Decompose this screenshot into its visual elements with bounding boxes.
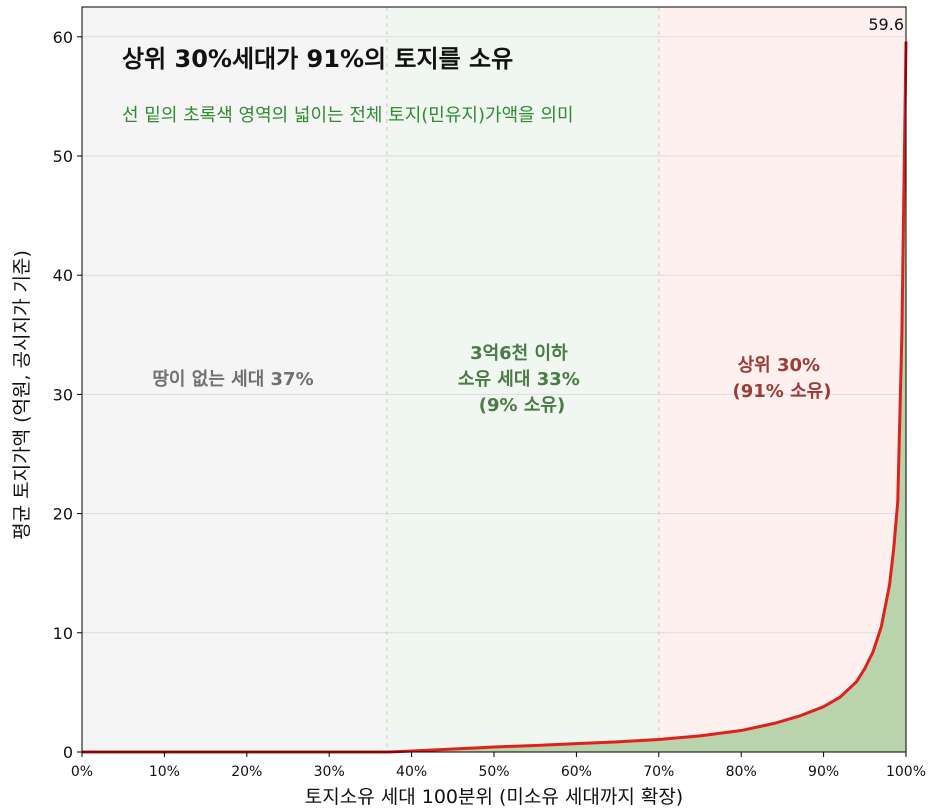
land-value-line	[82, 41, 908, 754]
x-tick-label-20: 20%	[231, 764, 262, 780]
region-bg-2	[658, 7, 906, 752]
region-label-middle-line1: 3억6천 이하	[470, 343, 568, 364]
y-tick-label-40: 40	[53, 266, 73, 285]
x-tick-label-60: 60%	[561, 764, 592, 780]
region-label-no-land: 땅이 없는 세대 37%	[152, 369, 313, 390]
region-label-top-line2: (91% 소유)	[733, 381, 832, 402]
region-label-middle-line2: 소유 세대 33%	[458, 369, 580, 390]
x-tick-label-100: 100%	[886, 764, 926, 780]
x-tick-label-10: 10%	[149, 764, 180, 780]
x-tick-label-90: 90%	[808, 764, 839, 780]
region-label-top-line1: 상위 30%	[738, 355, 820, 376]
region-label-middle: 3억6천 이하 소유 세대 33% (9% 소유)	[458, 343, 586, 416]
chart-subtitle: 선 밑의 초록색 영역의 넓이는 전체 토지(민유지)가액을 의미	[122, 105, 574, 126]
y-tick-label-0: 0	[63, 743, 73, 762]
gridlines	[82, 36, 906, 634]
y-tick-label-50: 50	[53, 147, 73, 166]
x-axis-label: 토지소유 세대 100분위 (미소유 세대까지 확장)	[305, 786, 683, 808]
y-tick-label-60: 60	[53, 28, 73, 47]
region-label-middle-line3: (9% 소유)	[479, 395, 565, 416]
y-tick-label-10: 10	[53, 624, 73, 643]
x-axis-ticks: 0% 10% 20% 30% 40% 50% 60% 70% 80% 90% 100%	[71, 752, 926, 780]
x-tick-label-40: 40%	[396, 764, 427, 780]
region-bg-1	[386, 7, 659, 752]
y-axis-ticks: 0 10 20 30 40 50 60	[53, 28, 82, 762]
x-tick-label-30: 30%	[314, 764, 345, 780]
x-tick-label-70: 70%	[643, 764, 674, 780]
y-axis-label: 평균 토지가액 (억원, 공시지가 기준)	[11, 250, 33, 540]
chart-title: 상위 30%세대가 91%의 토지를 소유	[122, 45, 513, 73]
x-tick-label-0: 0%	[71, 764, 93, 780]
max-value-label: 59.6	[868, 15, 904, 34]
region-bg-0	[82, 7, 387, 752]
x-tick-label-80: 80%	[726, 764, 757, 780]
y-tick-label-20: 20	[53, 505, 73, 524]
x-tick-label-50: 50%	[478, 764, 509, 780]
y-tick-label-30: 30	[53, 385, 73, 404]
region-label-top: 상위 30% (91% 소유)	[733, 355, 832, 402]
background-regions	[82, 7, 906, 752]
